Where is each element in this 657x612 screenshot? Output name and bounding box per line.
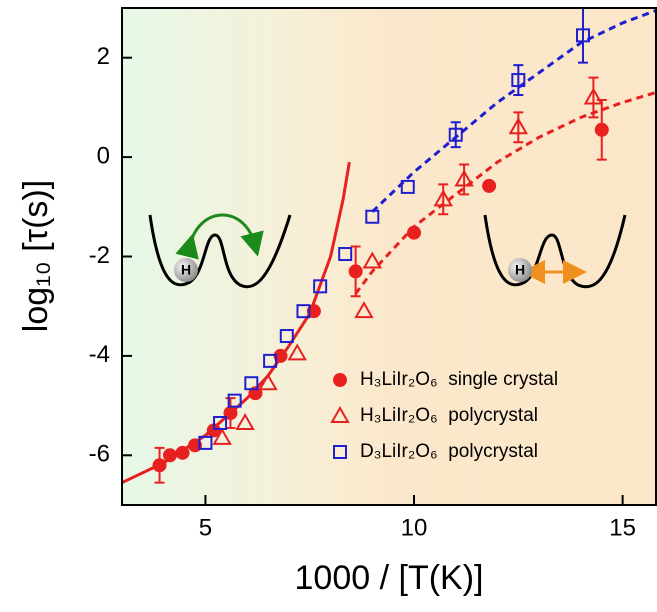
data-point [338,247,353,262]
data-point [407,225,422,240]
plot-background [122,8,656,505]
data-point [244,376,259,391]
inset-label: H [515,262,525,278]
y-tick-label: -4 [89,341,110,368]
data-point [175,445,190,460]
data-point [508,117,529,135]
data-point [348,264,363,279]
data-point [400,179,415,194]
plot-frame [121,7,657,506]
inset-label: H [181,262,191,278]
data-point [279,329,294,344]
y-tick-label: -6 [89,441,110,468]
data-point [296,304,311,319]
error-bar [588,76,599,119]
data-point [454,169,474,187]
error-bar [450,121,461,149]
plot [121,7,657,505]
y-axis-label: log₁₀ [τ(s)] [17,180,55,332]
y-tick-label: 0 [97,142,110,169]
data-point [583,87,604,105]
x-tick-label: 10 [401,514,428,541]
legend-marker [333,445,347,459]
legend-marker [333,373,347,387]
error-bar [513,64,524,96]
y-tick-label: -2 [89,242,110,269]
data-point [198,435,213,450]
data-point [575,28,590,43]
data-point [287,343,307,361]
legend-marker [330,405,350,423]
legend-label: H₃LiIr₂O₆ single crystal [360,369,558,390]
fit-curve [354,91,657,295]
data-point [313,279,328,294]
data-point [213,415,228,430]
x-axis-label: 1000 / [T(K)] [295,559,484,597]
data-point [594,122,609,137]
data-point [206,423,221,438]
data-point [235,412,255,430]
legend-label: D₃LiIr₂O₆ polycrystal [360,441,538,462]
data-point [263,353,278,368]
fit-curve [371,9,657,213]
data-point [162,448,177,463]
data-point [362,251,383,269]
data-point [365,209,380,224]
data-point [511,73,526,88]
data-point [448,127,463,142]
data-point [152,458,167,473]
data-point [258,373,278,391]
x-tick-label: 15 [609,514,636,541]
data-point [482,178,497,193]
inset-left: H [148,213,292,289]
x-tick-label: 5 [199,514,212,541]
inset-right: H [483,214,627,289]
legend-label: H₃LiIr₂O₆ polycrystal [360,405,538,426]
data-point [212,427,232,445]
data-point [354,301,374,319]
y-tick-label: 2 [97,43,110,70]
data-point [433,189,453,207]
data-point [227,393,242,408]
